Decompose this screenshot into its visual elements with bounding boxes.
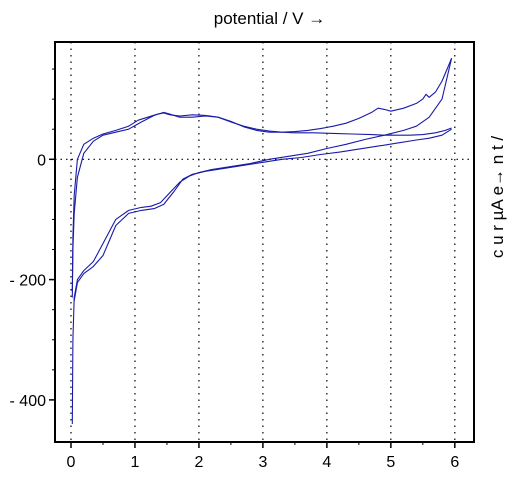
y-tick-label: - 400 xyxy=(10,393,47,410)
series-line-2 xyxy=(73,128,452,301)
y-tick-label: - 200 xyxy=(10,273,47,290)
x-tick-label: 6 xyxy=(450,454,459,471)
y-tick-label: 0 xyxy=(37,152,46,169)
x-tick-label: 3 xyxy=(258,454,267,471)
x-tick-label: 1 xyxy=(131,454,140,471)
grid-lines xyxy=(55,42,474,442)
series-line-1 xyxy=(71,111,452,298)
y-axis-title: c u r µA e→ n t / xyxy=(488,136,507,259)
x-axis-title: potential / V → xyxy=(214,9,326,28)
axis-ticks xyxy=(49,68,456,448)
x-tick-label: 5 xyxy=(386,454,395,471)
tick-labels: 0 1 2 3 4 5 6 - 400 - 200 0 xyxy=(10,152,460,471)
series-layer xyxy=(71,57,453,425)
x-tick-label: 0 xyxy=(67,454,76,471)
series-line-4 xyxy=(71,58,453,425)
series-line-3 xyxy=(71,57,453,292)
x-tick-label: 2 xyxy=(194,454,203,471)
x-tick-label: 4 xyxy=(322,454,331,471)
plot-frame xyxy=(54,41,475,443)
